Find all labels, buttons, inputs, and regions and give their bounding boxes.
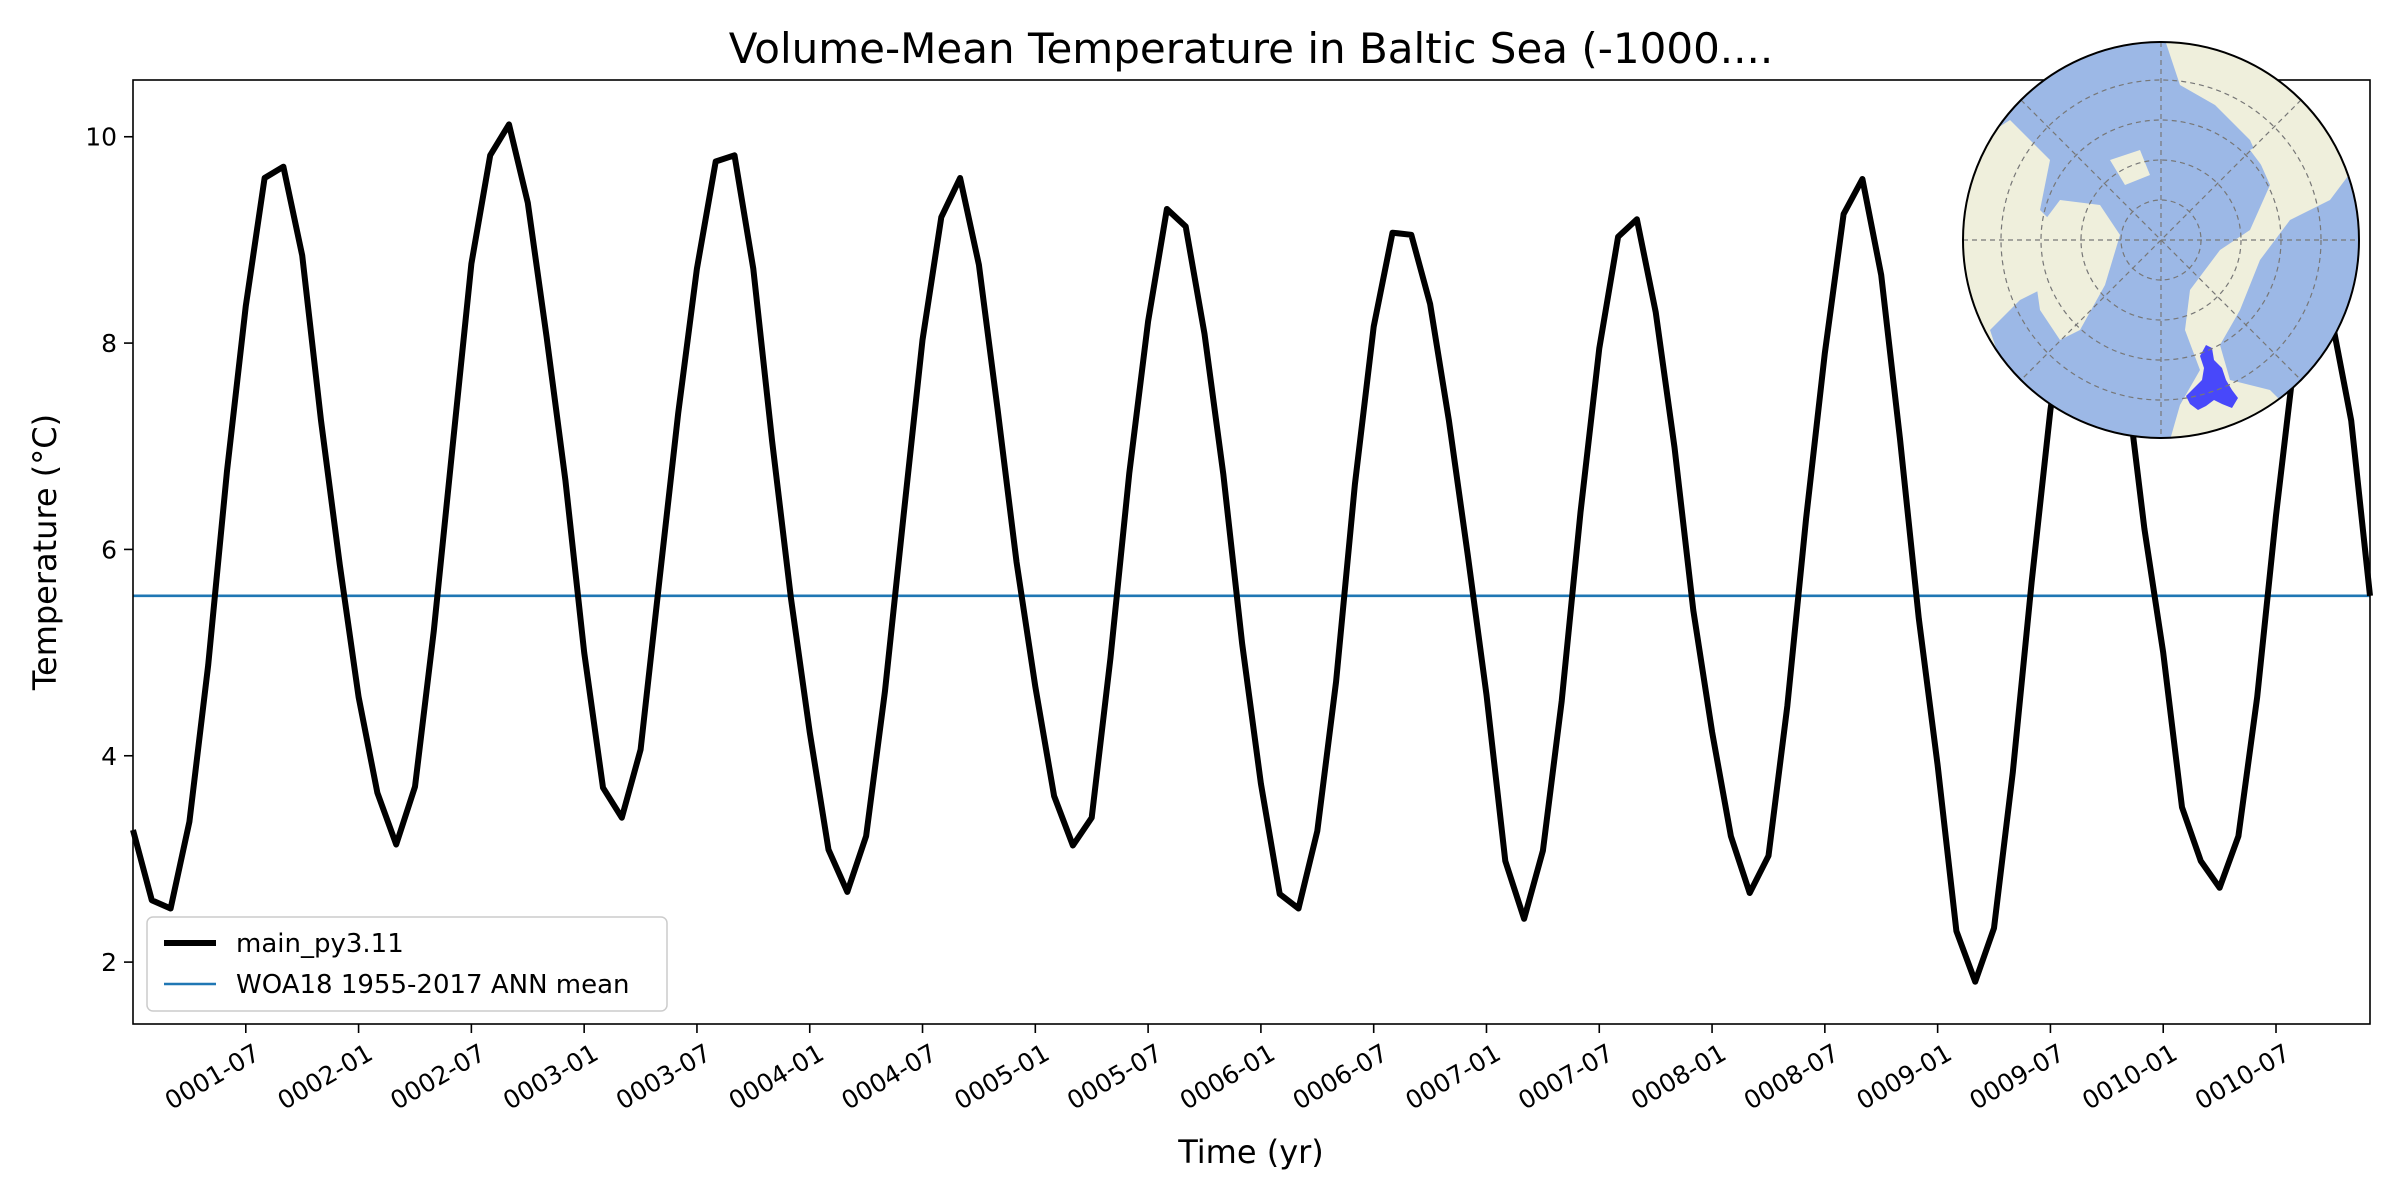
main-series-line [130,121,2373,985]
x-tick-label: 0004-07 [837,1038,942,1115]
legend-label-main: main_py3.11 [236,929,404,959]
y-tick-label: 8 [101,329,117,358]
x-tick-label: 0008-07 [1739,1038,1844,1115]
x-tick-label: 0006-07 [1288,1038,1393,1115]
x-tick-label: 0004-01 [724,1038,829,1115]
chart-title: Volume-Mean Temperature in Baltic Sea (-… [729,24,1773,73]
inset-map [1962,41,2360,439]
x-tick-label: 0008-01 [1626,1038,1731,1115]
y-tick-label: 6 [101,535,117,564]
legend-box [146,916,668,1012]
x-tick-label: 0007-01 [1401,1038,1506,1115]
x-tick-label: 0003-07 [611,1038,716,1115]
map-graticule [1963,42,2359,438]
y-tick-label: 2 [101,948,117,977]
x-axis-label: Time (yr) [1177,1133,1324,1171]
x-tick-label: 0010-01 [2077,1038,2182,1115]
x-axis: 0001-07 0002-01 0002-07 0003-01 0003-07 0004-… [160,1024,2295,1115]
x-tick-label: 0010-07 [2190,1038,2295,1115]
y-tick-label: 10 [85,123,117,152]
x-tick-label: 0005-01 [949,1038,1054,1115]
map-border [1962,41,2360,439]
y-axis: 2 4 6 8 10 [85,123,133,977]
x-tick-label: 0002-07 [385,1038,490,1115]
y-axis-label: Temperature (°C) [26,414,64,691]
plot-border [132,79,2371,1025]
map-land-greenland [2030,200,2120,340]
legend-label-woa18: WOA18 1955-2017 ANN mean [236,970,630,1000]
y-tick-label: 4 [101,742,117,771]
x-tick-label: 0009-01 [1852,1038,1957,1115]
x-tick-label: 0003-01 [498,1038,603,1115]
x-tick-label: 0006-01 [1175,1038,1280,1115]
map-land-arctic-islands [2110,140,2285,185]
map-baltic-sea-region [2186,345,2238,410]
x-tick-label: 0005-07 [1062,1038,1167,1115]
x-tick-label: 0009-07 [1964,1038,2069,1115]
x-tick-label: 0007-07 [1513,1038,1618,1115]
x-tick-label: 0001-07 [160,1038,265,1115]
x-tick-label: 0002-01 [273,1038,378,1115]
legend: main_py3.11 WOA18 1955-2017 ANN mean [146,916,668,1012]
